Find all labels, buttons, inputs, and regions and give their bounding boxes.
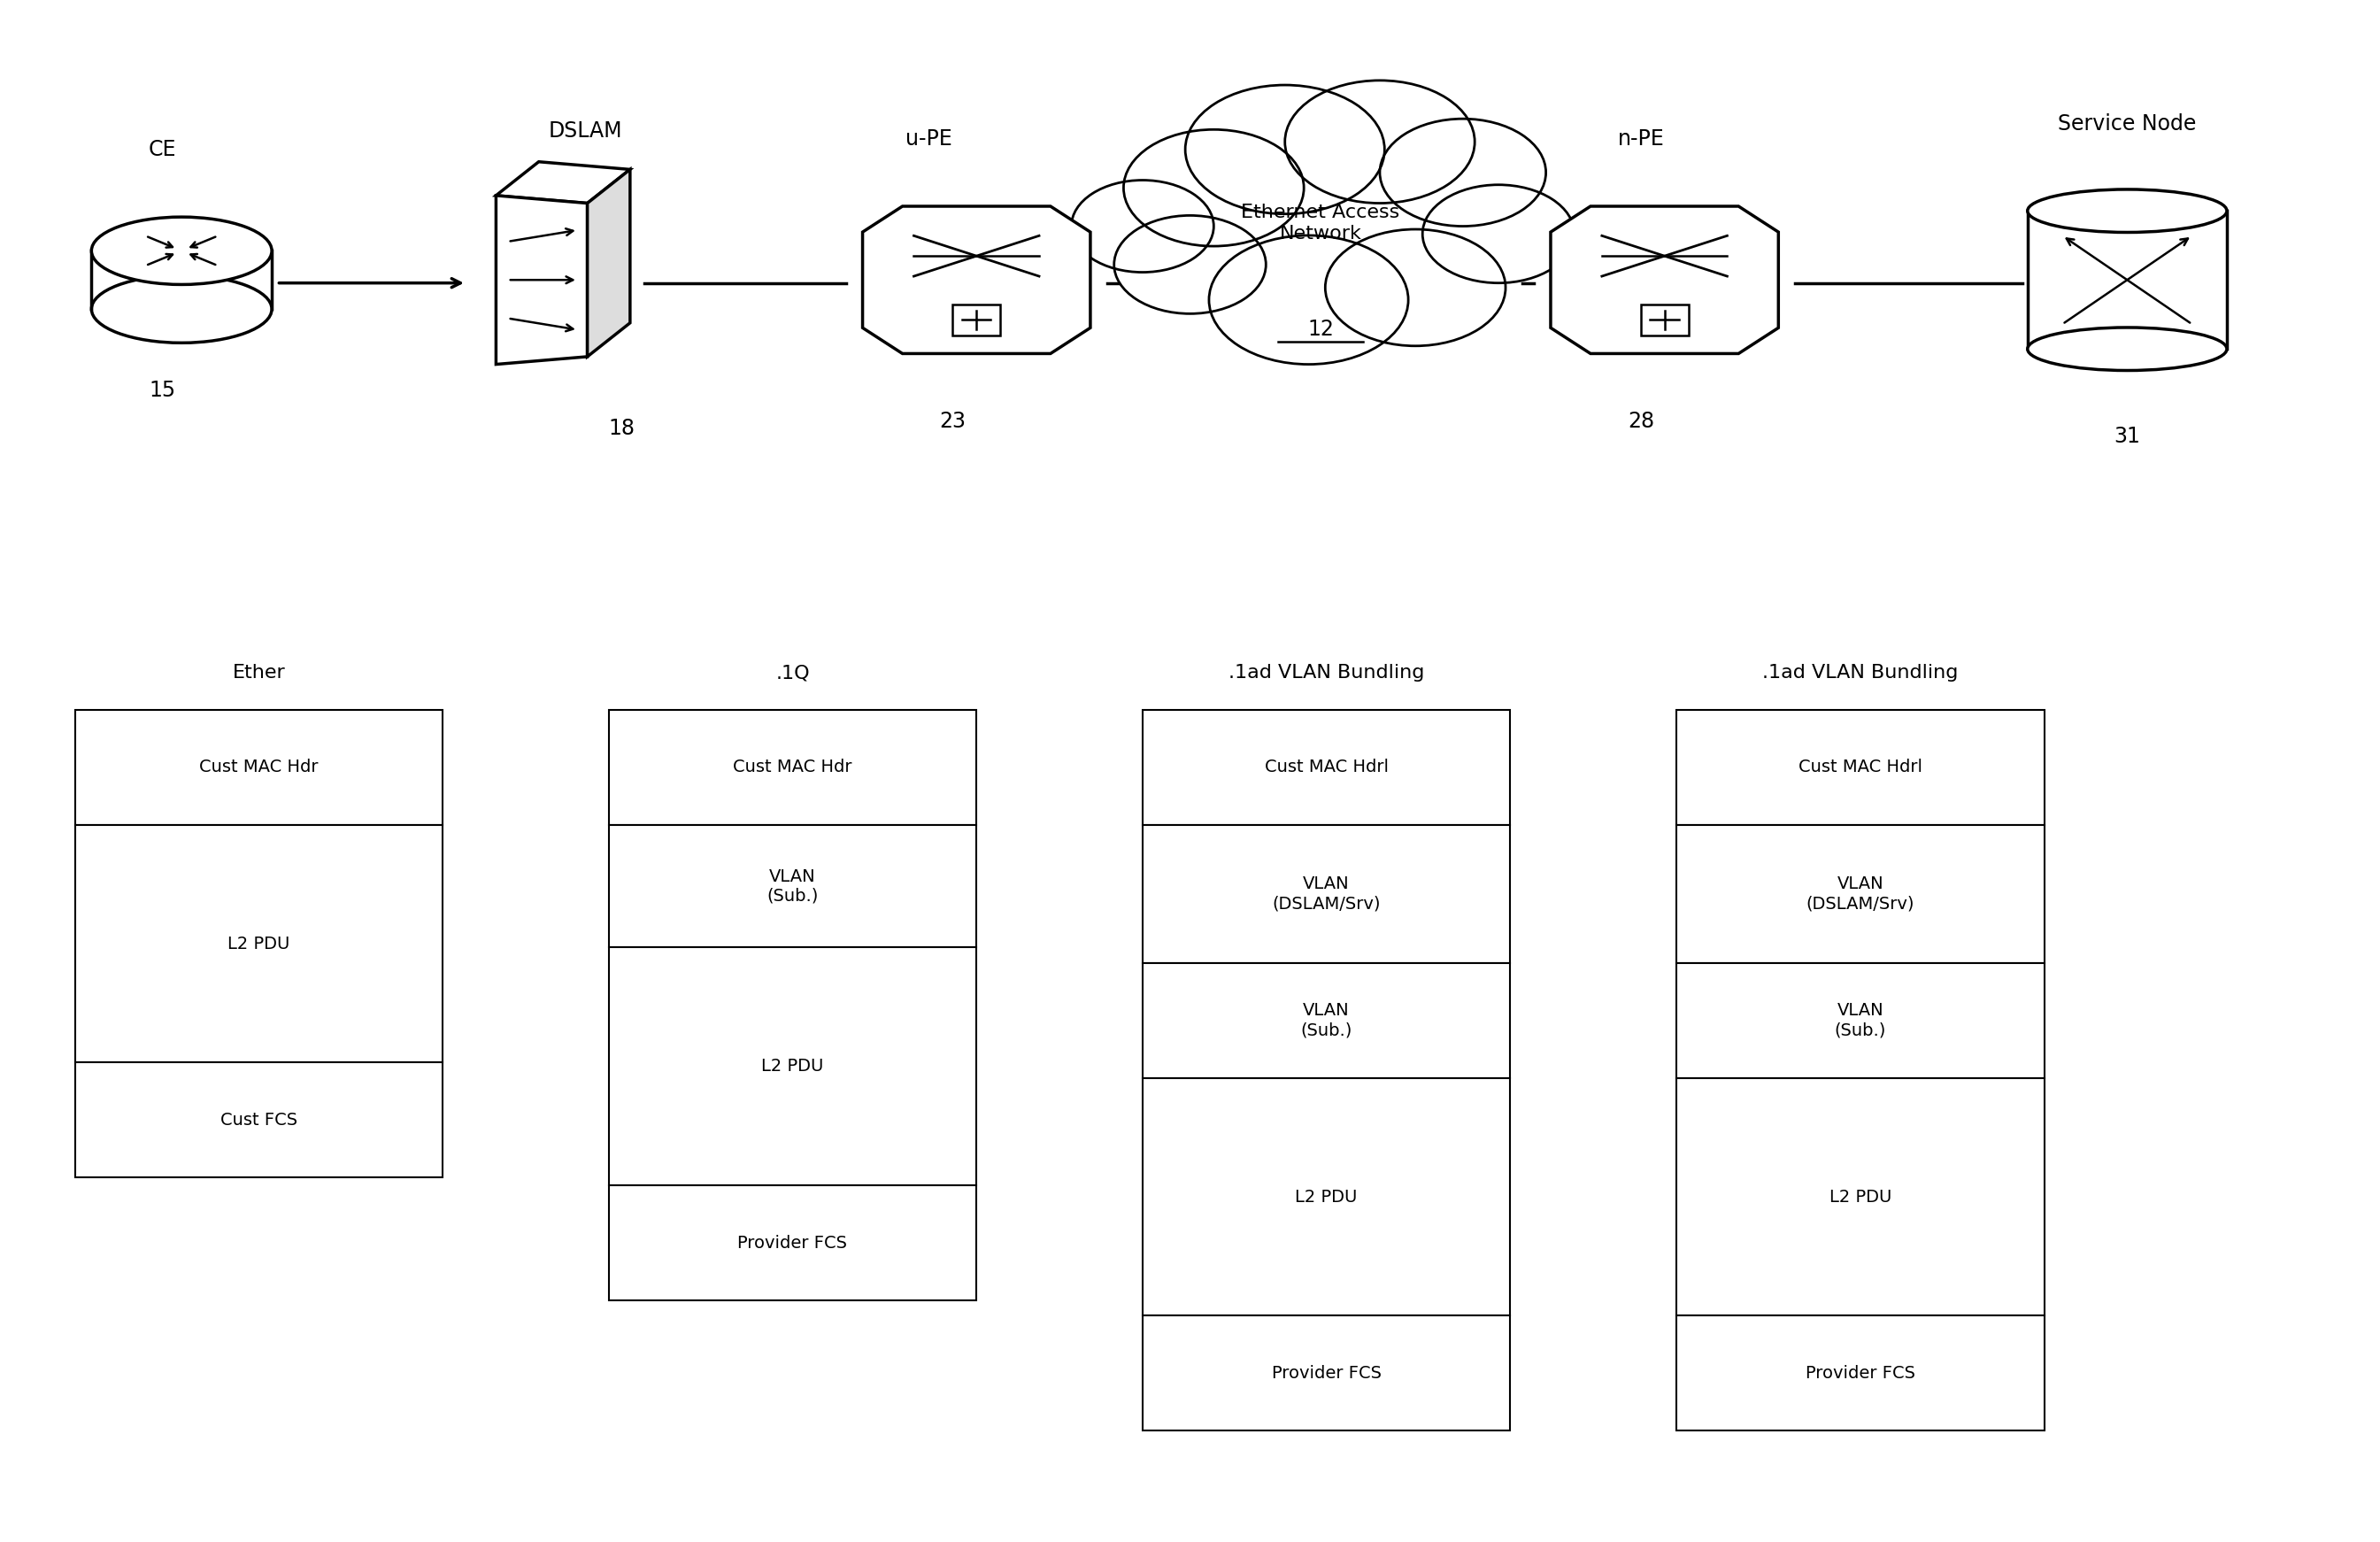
Text: DSLAM: DSLAM	[547, 120, 621, 142]
Text: Provider FCS: Provider FCS	[738, 1235, 847, 1251]
Polygon shape	[495, 162, 631, 204]
Circle shape	[1114, 216, 1266, 313]
Text: 12: 12	[1307, 318, 1333, 339]
Text: .1Q: .1Q	[776, 665, 809, 682]
Text: Cust FCS: Cust FCS	[221, 1112, 298, 1129]
Circle shape	[1185, 85, 1385, 214]
FancyBboxPatch shape	[74, 1062, 443, 1178]
Circle shape	[1326, 230, 1507, 345]
Text: CE: CE	[148, 139, 176, 160]
Text: .1ad VLAN Bundling: .1ad VLAN Bundling	[1228, 665, 1423, 682]
FancyBboxPatch shape	[609, 947, 976, 1186]
FancyBboxPatch shape	[1676, 1315, 2044, 1431]
Text: n-PE: n-PE	[1618, 128, 1664, 150]
FancyBboxPatch shape	[90, 251, 271, 308]
Ellipse shape	[90, 217, 271, 285]
Circle shape	[1209, 236, 1409, 364]
Polygon shape	[495, 196, 588, 364]
Circle shape	[1123, 130, 1304, 247]
Text: 18: 18	[609, 418, 635, 439]
Text: Service Node: Service Node	[2059, 113, 2197, 134]
Ellipse shape	[2028, 327, 2228, 370]
Circle shape	[1380, 119, 1547, 227]
FancyBboxPatch shape	[1142, 962, 1511, 1078]
Circle shape	[1285, 80, 1476, 204]
FancyBboxPatch shape	[1676, 825, 2044, 962]
Polygon shape	[588, 170, 631, 356]
FancyBboxPatch shape	[1676, 709, 2044, 825]
Text: L2 PDU: L2 PDU	[762, 1058, 823, 1075]
FancyBboxPatch shape	[1142, 709, 1511, 825]
FancyBboxPatch shape	[1640, 304, 1687, 335]
Text: Provider FCS: Provider FCS	[1271, 1365, 1380, 1382]
FancyBboxPatch shape	[609, 825, 976, 947]
Text: Ether: Ether	[233, 665, 286, 682]
Text: L2 PDU: L2 PDU	[1830, 1189, 1892, 1206]
Ellipse shape	[2028, 190, 2228, 233]
FancyBboxPatch shape	[1142, 825, 1511, 962]
Text: Ethernet Access
Network: Ethernet Access Network	[1240, 204, 1399, 242]
FancyBboxPatch shape	[609, 1186, 976, 1300]
FancyBboxPatch shape	[1676, 1078, 2044, 1315]
Text: Cust MAC Hdrl: Cust MAC Hdrl	[1799, 759, 1923, 776]
Text: Cust MAC Hdr: Cust MAC Hdr	[733, 759, 852, 776]
FancyBboxPatch shape	[1142, 1315, 1511, 1431]
Text: .1ad VLAN Bundling: .1ad VLAN Bundling	[1761, 665, 1959, 682]
FancyBboxPatch shape	[609, 709, 976, 825]
FancyBboxPatch shape	[1676, 962, 2044, 1078]
Text: Provider FCS: Provider FCS	[1806, 1365, 1916, 1382]
Polygon shape	[1552, 207, 1778, 353]
Text: L2 PDU: L2 PDU	[228, 936, 290, 951]
Polygon shape	[862, 207, 1090, 353]
Text: 23: 23	[940, 410, 966, 432]
Text: 15: 15	[150, 379, 176, 401]
Text: 31: 31	[2113, 426, 2140, 447]
Text: Cust MAC Hdr: Cust MAC Hdr	[200, 759, 319, 776]
FancyBboxPatch shape	[2028, 211, 2228, 348]
Circle shape	[1423, 185, 1573, 284]
Text: VLAN
(Sub.): VLAN (Sub.)	[1299, 1002, 1352, 1038]
Text: u-PE: u-PE	[907, 128, 952, 150]
Text: 28: 28	[1628, 410, 1654, 432]
Text: VLAN
(DSLAM/Srv): VLAN (DSLAM/Srv)	[1806, 876, 1914, 911]
Circle shape	[1071, 180, 1214, 273]
FancyBboxPatch shape	[1142, 1078, 1511, 1315]
Text: VLAN
(Sub.): VLAN (Sub.)	[1835, 1002, 1885, 1038]
Text: VLAN
(Sub.): VLAN (Sub.)	[766, 868, 819, 904]
Text: Cust MAC Hdrl: Cust MAC Hdrl	[1264, 759, 1388, 776]
FancyBboxPatch shape	[952, 304, 1000, 335]
Text: VLAN
(DSLAM/Srv): VLAN (DSLAM/Srv)	[1273, 876, 1380, 911]
FancyBboxPatch shape	[74, 825, 443, 1062]
Text: L2 PDU: L2 PDU	[1295, 1189, 1357, 1206]
FancyBboxPatch shape	[74, 709, 443, 825]
